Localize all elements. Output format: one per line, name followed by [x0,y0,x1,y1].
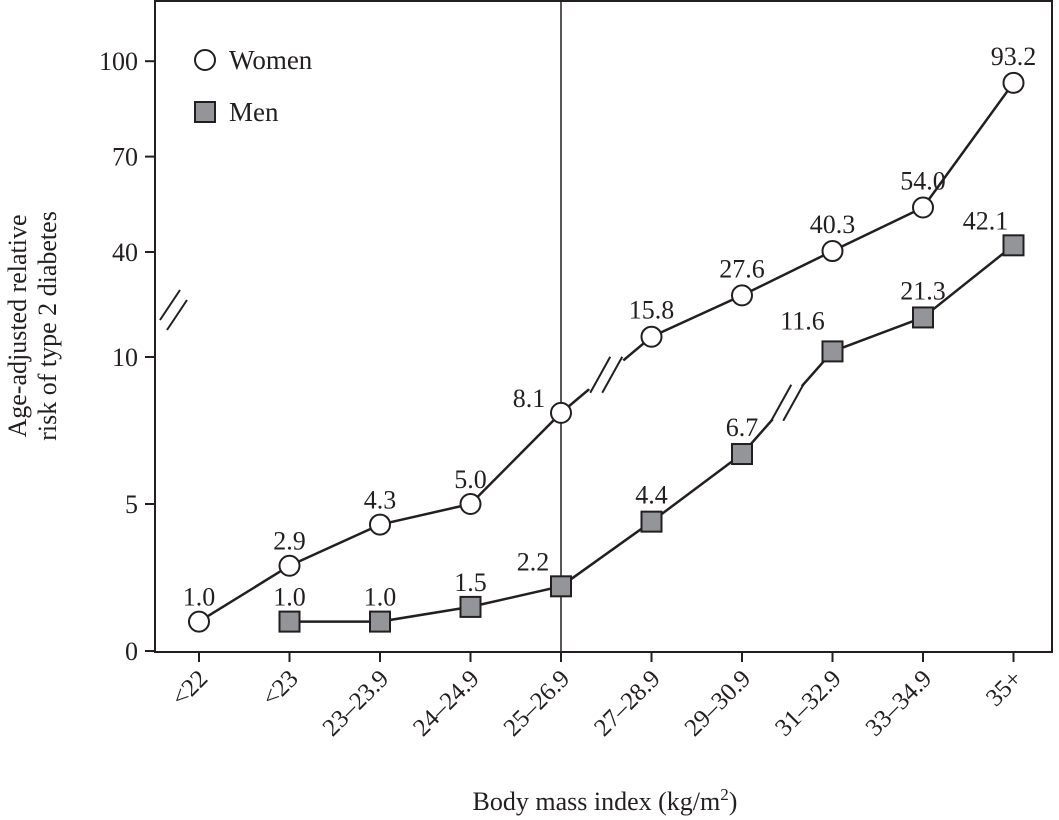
men-line-segment [379,605,471,623]
men-line-segment [650,453,743,523]
women-line-segment [741,249,834,297]
y-axis-title: Age-adjusted relative risk of type 2 dia… [3,211,62,441]
men-data-label: 42.1 [963,206,1009,235]
y-tick-label: 10 [112,343,138,372]
women-data-label: 4.3 [364,486,397,515]
legend-women-marker [194,49,216,71]
axis-break-mark [159,289,181,321]
line-break-mark [782,384,805,422]
x-axis: <22 <23 23–23.9 24–24.9 25–26.9 27–28.9 29–30.… [166,652,1028,742]
men-line-segment [922,244,1015,319]
women-line-segment [198,564,291,623]
women-data-label: 40.3 [810,210,856,239]
women-data-label: 2.9 [273,527,306,556]
y-axis: 0 5 10 40 70 100 [99,47,188,666]
women-line-segment [831,206,924,253]
men-data-label: 11.6 [780,306,825,335]
men-point [278,610,301,633]
women-point [912,196,934,219]
plot-frame [154,0,1053,653]
men-data-label: 1.0 [273,583,306,612]
y-axis-title-line-2: risk of type 2 diabetes [33,211,62,441]
women-point [278,554,301,577]
legend-women-label: Women [229,45,313,75]
men-point [821,340,844,363]
line-break-mark [770,384,793,422]
axis-break-mark [166,299,188,331]
men-point [550,575,572,598]
women-data-label: 8.1 [513,384,546,413]
x-tick-label: 27–28.9 [589,665,666,742]
men-data-label: 2.2 [517,547,550,576]
legend-men-marker [194,101,216,123]
men-line-segment [470,585,562,609]
y-tick-label: 70 [112,143,138,172]
men-data-label: 4.4 [635,481,668,510]
x-tick-label: 29–30.9 [680,665,757,742]
men-data-label: 6.7 [726,413,759,442]
women-point [821,240,844,263]
y-axis-title-line-1: Age-adjusted relative [3,214,32,437]
men-point [912,306,934,329]
x-tick-label: 23–23.9 [318,665,395,742]
x-axis-title: Body mass index (kg/m2) [473,785,738,816]
men-line-segment [832,316,924,353]
men-point [640,510,663,533]
men-line-segment [560,520,653,588]
legend-men-label: Men [229,97,279,127]
men-data-label: 21.3 [900,276,946,305]
women-point [550,401,572,424]
line-break-mark [589,356,612,394]
women-line-segment [650,294,743,338]
women-line-segment [469,411,562,505]
x-tick-label: 35+ [981,665,1028,712]
men-point [369,610,391,633]
x-tick-label: <22 [166,665,213,712]
women-data-label: 15.8 [629,296,675,325]
women-point [369,513,391,536]
series-group: 1.0 2.9 4.3 5.0 8.1 15.8 27.6 40.3 54.0 93.2 1.0 1.… [183,42,1037,633]
y-tick-label: 0 [125,637,138,666]
women-point [188,610,210,633]
women-point [459,493,482,515]
women-point [731,284,753,307]
men-point [459,595,482,618]
x-tick-label: <23 [257,665,304,712]
line-break-mark [601,356,624,394]
x-tick-label: 33–34.9 [861,665,938,742]
women-line-segment [379,502,471,526]
legend: Women Men [194,45,313,127]
women-data-label: 93.2 [991,42,1037,71]
x-tick-label: 25–26.9 [499,665,576,742]
x-tick-label: 31–32.9 [770,665,847,742]
women-line-segment [921,82,1015,209]
women-data-label: 1.0 [183,583,216,612]
men-point [1002,234,1025,257]
women-point [1002,71,1025,94]
x-tick-label: 24–24.9 [408,665,485,742]
men-point [731,443,753,466]
line-break-gap [766,380,808,425]
y-tick-label: 100 [99,47,138,76]
women-point [640,325,663,348]
line-break-gap [585,352,627,397]
women-data-label: 54.0 [900,166,946,195]
men-data-label: 1.0 [364,583,397,612]
women-line-segment [288,523,381,567]
y-tick-label: 40 [112,238,138,267]
y-tick-label: 5 [125,490,138,519]
women-data-label: 5.0 [454,465,487,494]
men-data-label: 1.5 [454,568,487,597]
women-data-label: 27.6 [719,254,765,283]
